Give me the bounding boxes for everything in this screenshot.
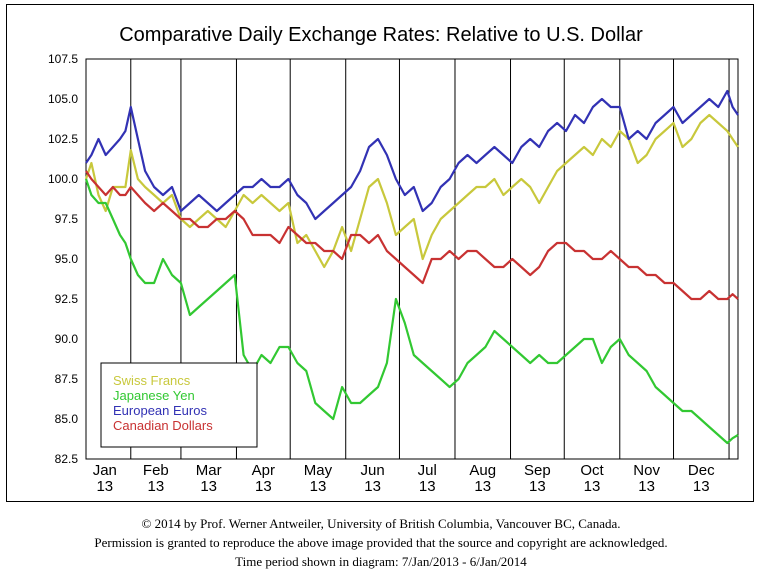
legend-entry: Japanese Yen bbox=[113, 388, 195, 403]
y-tick-label: 105.0 bbox=[48, 92, 78, 106]
y-tick-label: 97.5 bbox=[55, 212, 79, 226]
legend-entry: European Euros bbox=[113, 403, 207, 418]
permission-notice: Permission is granted to reproduce the a… bbox=[94, 535, 668, 550]
y-tick-label: 95.0 bbox=[55, 252, 79, 266]
x-tick-year: 13 bbox=[364, 478, 381, 495]
series-line bbox=[84, 113, 739, 269]
x-tick-month: Apr bbox=[252, 462, 275, 479]
legend-entry: Swiss Francs bbox=[113, 373, 191, 388]
y-tick-label: 102.5 bbox=[48, 132, 78, 146]
y-tick-label: 82.5 bbox=[55, 452, 79, 466]
x-tick-month: May bbox=[304, 462, 333, 479]
x-tick-month: Oct bbox=[580, 462, 604, 479]
series-line bbox=[85, 170, 739, 301]
x-tick-year: 13 bbox=[529, 478, 546, 495]
y-tick-label: 87.5 bbox=[55, 372, 79, 386]
x-tick-year: 13 bbox=[693, 478, 710, 495]
series-lines bbox=[84, 89, 739, 445]
x-tick-year: 13 bbox=[148, 478, 165, 495]
chart-title: Comparative Daily Exchange Rates: Relati… bbox=[119, 24, 643, 46]
x-tick-year: 13 bbox=[419, 478, 436, 495]
x-tick-month: Sep bbox=[524, 462, 551, 479]
x-tick-year: 13 bbox=[474, 478, 491, 495]
x-tick-month: Jun bbox=[360, 462, 384, 479]
x-tick-year: 13 bbox=[310, 478, 327, 495]
footer: © 2014 by Prof. Werner Antweiler, Univer… bbox=[0, 514, 762, 571]
copyright-notice: © 2014 by Prof. Werner Antweiler, Univer… bbox=[141, 516, 621, 531]
chart: Comparative Daily Exchange Rates: Relati… bbox=[48, 24, 739, 495]
time-period: Time period shown in diagram: 7/Jan/2013… bbox=[235, 554, 527, 569]
x-tick-year: 13 bbox=[638, 478, 655, 495]
legend-entry: Canadian Dollars bbox=[113, 418, 213, 433]
x-tick-month: Nov bbox=[633, 462, 660, 479]
x-tick-month: Feb bbox=[143, 462, 169, 479]
x-tick-year: 13 bbox=[96, 478, 113, 495]
y-axis: 107.5 105.0 102.5 100.0 97.5 95.0 92.5 90.0 87.5… bbox=[48, 52, 78, 466]
x-tick-year: 13 bbox=[584, 478, 601, 495]
x-tick-month: Jul bbox=[418, 462, 437, 479]
y-tick-label: 107.5 bbox=[48, 52, 78, 66]
series-line bbox=[85, 89, 739, 221]
y-tick-label: 90.0 bbox=[55, 332, 79, 346]
y-tick-label: 100.0 bbox=[48, 172, 78, 186]
x-tick-month: Jan bbox=[93, 462, 117, 479]
y-tick-label: 85.0 bbox=[55, 412, 79, 426]
y-tick-label: 92.5 bbox=[55, 292, 79, 306]
x-tick-year: 13 bbox=[255, 478, 272, 495]
x-tick-month: Aug bbox=[469, 462, 496, 479]
x-axis: Jan13Feb13Mar13Apr13May13Jun13Jul13Aug13… bbox=[93, 462, 715, 495]
chart-frame: Comparative Daily Exchange Rates: Relati… bbox=[6, 4, 754, 502]
x-tick-year: 13 bbox=[200, 478, 217, 495]
series-line bbox=[84, 178, 739, 445]
legend-box bbox=[100, 362, 258, 448]
x-tick-month: Dec bbox=[688, 462, 715, 479]
x-tick-month: Mar bbox=[196, 462, 222, 479]
